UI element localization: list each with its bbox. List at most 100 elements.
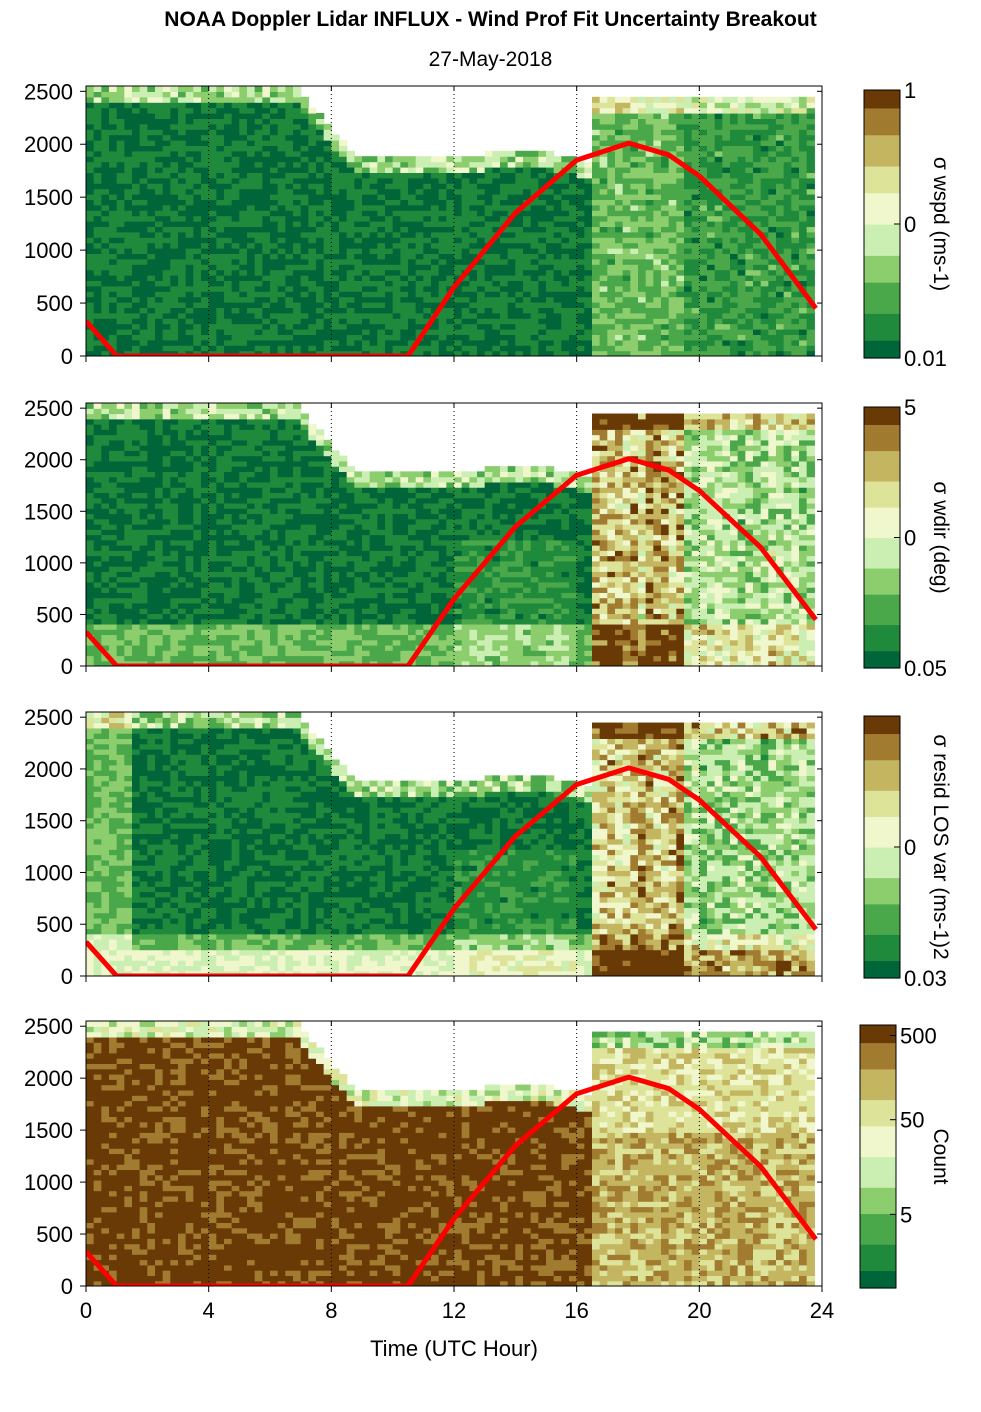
heatmap-cell xyxy=(615,156,624,163)
heatmap-cell xyxy=(208,172,217,179)
heatmap-cell xyxy=(86,403,95,409)
heatmap-cell xyxy=(676,156,685,163)
heatmap-cell xyxy=(676,318,685,325)
heatmap-cell xyxy=(446,231,455,238)
heatmap-cell xyxy=(737,231,746,238)
heatmap-cell xyxy=(239,312,248,319)
heatmap-cell xyxy=(262,226,271,233)
heatmap-cell xyxy=(576,296,585,303)
heatmap-cell xyxy=(415,215,424,222)
heatmap-cell xyxy=(768,129,777,136)
heatmap-cell xyxy=(783,204,792,211)
heatmap-cell xyxy=(86,183,95,190)
heatmap-cell xyxy=(699,339,708,346)
heatmap-cell xyxy=(109,204,118,211)
heatmap-cell xyxy=(339,307,348,314)
heatmap-cell xyxy=(699,113,708,119)
heatmap-cell xyxy=(446,167,455,173)
heatmap-cell xyxy=(714,113,723,119)
heatmap-cell xyxy=(147,161,156,168)
heatmap-cell xyxy=(584,291,593,298)
heatmap-cell xyxy=(185,177,194,184)
heatmap-cell xyxy=(285,296,294,303)
heatmap-cell xyxy=(492,345,501,352)
heatmap-cell xyxy=(270,204,279,211)
heatmap-cell xyxy=(109,258,118,265)
heatmap-cell xyxy=(622,275,631,281)
heatmap-cell xyxy=(584,248,593,254)
heatmap-cell xyxy=(438,334,447,341)
heatmap-cell xyxy=(132,350,141,356)
heatmap-cell xyxy=(760,323,769,330)
heatmap-cell xyxy=(553,323,562,330)
heatmap-cell xyxy=(86,618,95,625)
heatmap-cell xyxy=(745,291,754,298)
heatmap-cell xyxy=(714,285,723,292)
heatmap-cell xyxy=(93,280,102,287)
heatmap-cell xyxy=(653,307,662,314)
heatmap-cell xyxy=(584,188,593,195)
heatmap-cell xyxy=(116,107,125,114)
heatmap-cell xyxy=(224,86,233,92)
heatmap-cell xyxy=(300,231,309,238)
heatmap-cell xyxy=(615,334,624,341)
heatmap-cell xyxy=(408,204,417,211)
heatmap-cell xyxy=(116,345,125,352)
heatmap-cell xyxy=(546,226,555,233)
heatmap-cell xyxy=(86,318,95,325)
heatmap-cell xyxy=(515,199,524,206)
heatmap-cell xyxy=(707,199,716,206)
heatmap-cell xyxy=(116,497,125,504)
heatmap-cell xyxy=(469,334,478,341)
heatmap-cell xyxy=(93,221,102,227)
heatmap-cell xyxy=(492,156,501,163)
heatmap-cell xyxy=(599,221,608,227)
heatmap-cell xyxy=(247,275,256,281)
heatmap-cell xyxy=(737,291,746,298)
heatmap-cell xyxy=(707,161,716,168)
heatmap-cell xyxy=(783,113,792,119)
heatmap-cell xyxy=(799,323,808,330)
heatmap-cell xyxy=(277,113,286,119)
heatmap-cell xyxy=(262,296,271,303)
heatmap-cell xyxy=(147,424,156,430)
heatmap-cell xyxy=(201,215,210,222)
heatmap-cell xyxy=(93,129,102,136)
heatmap-cell xyxy=(262,248,271,254)
heatmap-cell xyxy=(293,102,302,109)
heatmap-cell xyxy=(515,350,524,356)
heatmap-cell xyxy=(630,302,639,308)
heatmap-cell xyxy=(254,329,263,335)
heatmap-cell xyxy=(132,231,141,238)
heatmap-cell xyxy=(461,291,470,298)
heatmap-cell xyxy=(300,334,309,341)
heatmap-cell xyxy=(653,345,662,352)
colorbar-band xyxy=(864,170,900,176)
heatmap-cell xyxy=(408,248,417,254)
heatmap-cell xyxy=(308,237,317,244)
heatmap-cell xyxy=(170,655,179,662)
heatmap-cell xyxy=(147,445,156,451)
heatmap-cell xyxy=(760,134,769,141)
heatmap-cell xyxy=(277,231,286,238)
heatmap-cell xyxy=(523,226,532,233)
heatmap-cell xyxy=(124,581,133,588)
heatmap-cell xyxy=(722,102,731,109)
heatmap-cell xyxy=(293,177,302,184)
heatmap-cell xyxy=(124,492,133,499)
heatmap-cell xyxy=(93,608,102,614)
heatmap-cell xyxy=(124,275,133,281)
heatmap-cell xyxy=(93,629,102,636)
heatmap-cell xyxy=(323,145,332,152)
heatmap-cell xyxy=(201,210,210,217)
heatmap-cell xyxy=(722,350,731,356)
heatmap-cell xyxy=(170,199,179,206)
heatmap-cell xyxy=(423,199,432,206)
heatmap-cell xyxy=(216,145,225,152)
heatmap-cell xyxy=(162,194,171,200)
heatmap-cell xyxy=(661,302,670,308)
heatmap-cell xyxy=(599,204,608,211)
heatmap-cell xyxy=(776,188,785,195)
heatmap-cell xyxy=(308,280,317,287)
heatmap-cell xyxy=(561,215,570,222)
